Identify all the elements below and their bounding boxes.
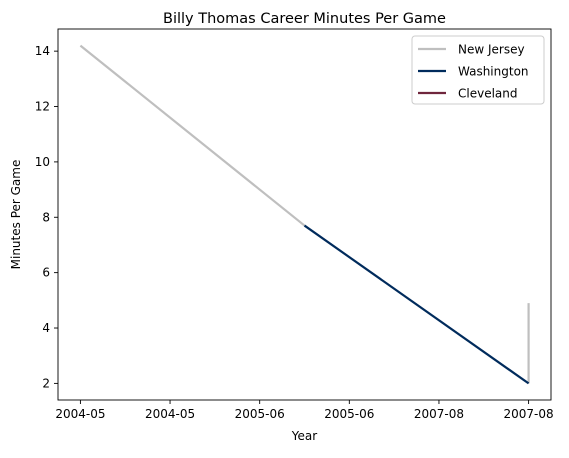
series-line-0-0 (79, 44, 306, 227)
x-tick-label: 2005-06 (235, 407, 285, 421)
legend-box (411, 35, 545, 105)
y-tick-label: 6 (42, 266, 50, 280)
x-tick-label: 2007-08 (504, 407, 554, 421)
chart-title: Billy Thomas Career Minutes Per Game (163, 11, 446, 27)
y-tick-label: 12 (35, 100, 50, 114)
series-layer (79, 44, 530, 385)
y-tick-label: 14 (35, 44, 50, 58)
x-tick-label: 2005-06 (324, 407, 374, 421)
y-tick-label: 4 (42, 321, 50, 335)
x-tick-label: 2004-05 (145, 407, 195, 421)
plot-frame (57, 28, 552, 401)
legend-label: Washington (458, 65, 529, 79)
y-tick-label: 10 (35, 155, 50, 169)
legend-label: New Jersey (458, 43, 525, 57)
legend-label: Cleveland (458, 87, 518, 101)
x-tick-label: 2004-05 (55, 407, 105, 421)
x-tick-label: 2007-08 (414, 407, 464, 421)
x-axis: 2004-05 2004-05 2005-06 2005-06 2007-08 2007-… (55, 400, 554, 421)
legend: New Jersey Washington Cleveland (411, 35, 545, 105)
x-axis-label: Year (291, 429, 317, 443)
y-axis: 2 4 6 8 10 12 14 (35, 44, 58, 390)
y-axis-label: Minutes Per Game (9, 160, 23, 270)
series-line-1-0 (303, 224, 530, 385)
y-tick-label: 8 (42, 210, 50, 224)
y-tick-label: 2 (42, 376, 50, 390)
